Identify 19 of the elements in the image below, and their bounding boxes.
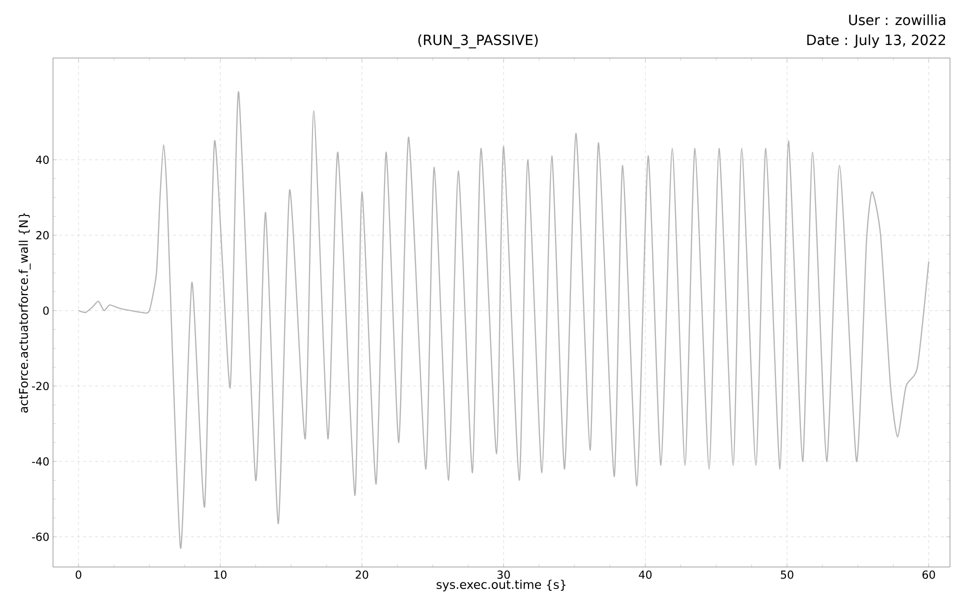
x-axis-title: sys.exec.out.time {s} [436,580,566,592]
y-tick-label: 40 [36,156,49,164]
x-tick-label: 10 [214,570,226,579]
y-axis-title: actForce.actuatorforce.f_wall {N} [18,213,31,413]
x-tick-label: 50 [780,570,794,579]
x-tick-label: 0 [76,570,82,579]
y-tick-label: 0 [43,306,49,315]
chart-subtitle: (RUN_3_PASSIVE) [418,34,538,48]
x-tick-label: 40 [638,570,652,579]
y-tick-label: -20 [32,382,49,390]
line-series [78,91,930,549]
y-tick-label: -40 [32,457,49,466]
x-tick-label: 30 [497,570,510,579]
y-tick-label: 20 [36,231,49,240]
x-tick-label: 20 [356,570,368,579]
x-tick-label: 60 [922,570,935,579]
text: User : zowillia [849,14,946,26]
y-tick-label: -60 [32,532,49,541]
text: Date : July 13, 2022 [807,34,946,48]
